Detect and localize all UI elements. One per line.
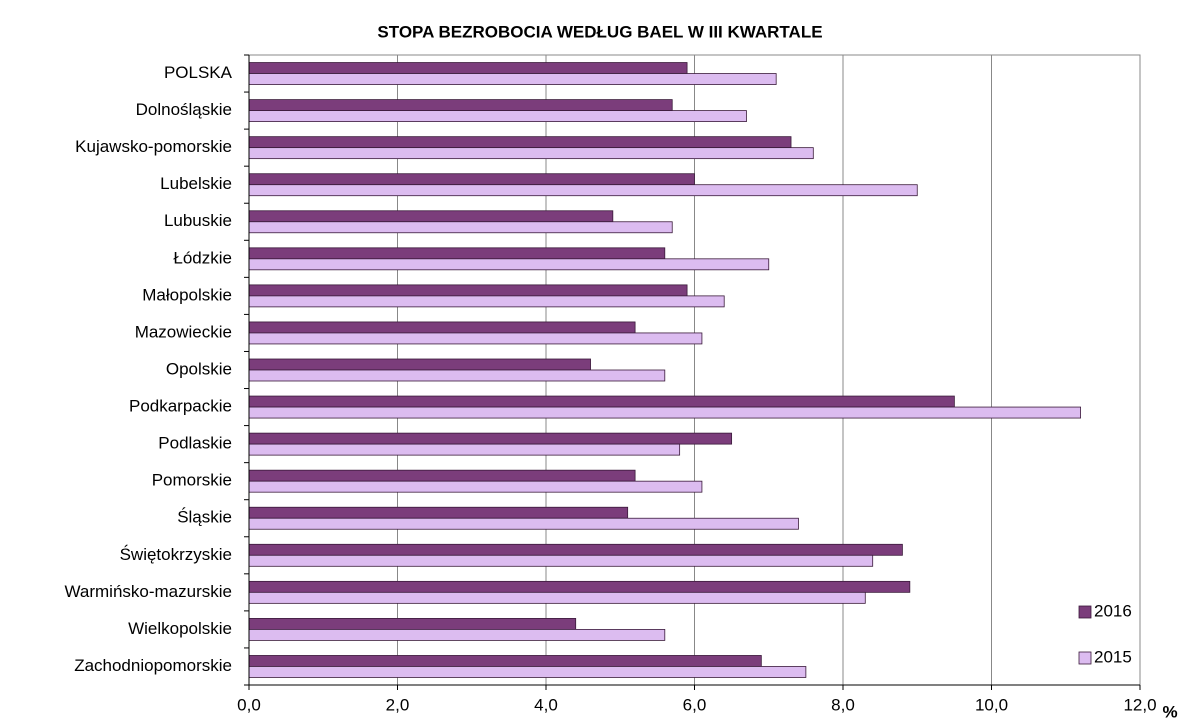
bar [248, 443, 681, 456]
y-tick-label: Zachodniopomorskie [74, 656, 232, 675]
y-tick-label: Podkarpackie [129, 397, 232, 416]
y-tick-label: Łódzkie [173, 248, 232, 267]
legend-swatch [1078, 651, 1092, 665]
bar [248, 321, 636, 334]
x-unit: % [1162, 702, 1177, 721]
y-tick-label: Śląskie [177, 508, 232, 527]
bar [248, 295, 725, 308]
bar [248, 591, 866, 604]
y-tick-label: Świętokrzyskie [120, 545, 232, 564]
bar [248, 506, 629, 519]
bar [248, 110, 747, 122]
bar [248, 629, 666, 641]
bar [248, 358, 591, 371]
x-tick-label: 2,0 [386, 695, 410, 714]
y-tick-label: Kujawsko-pomorskie [75, 137, 232, 156]
bar [248, 655, 762, 667]
bar [248, 554, 874, 567]
y-tick-label: Opolskie [166, 359, 232, 378]
bar [248, 480, 703, 493]
y-tick-label: Pomorskie [152, 471, 232, 490]
bar [248, 62, 688, 74]
bar [248, 221, 673, 234]
legend-swatch [1078, 605, 1092, 619]
y-tick-label: POLSKA [164, 63, 233, 82]
x-tick-label: 12,0 [1123, 695, 1156, 714]
bar [248, 395, 955, 408]
bar [248, 580, 911, 593]
bar [248, 136, 792, 149]
bar [248, 258, 770, 271]
bar [248, 73, 777, 85]
y-tick-label: Warmińsko-mazurskie [64, 582, 232, 601]
x-tick-label: 6,0 [683, 695, 707, 714]
bar [248, 284, 688, 297]
bar [248, 332, 703, 345]
bar [248, 543, 903, 556]
x-tick-label: 0,0 [237, 695, 261, 714]
bar [248, 406, 1081, 419]
bar [248, 184, 918, 197]
legend-label: 2016 [1094, 601, 1132, 620]
x-tick-label: 8,0 [831, 695, 855, 714]
y-tick-label: Małopolskie [142, 285, 232, 304]
y-tick-label: Wielkopolskie [128, 619, 232, 638]
y-tick-label: Lubelskie [160, 174, 232, 193]
bar [248, 173, 695, 186]
bar [248, 369, 666, 382]
bar [248, 247, 666, 260]
x-tick-label: 4,0 [534, 695, 558, 714]
chart-title: STOPA BEZROBOCIA WEDŁUG BAEL W III KWART… [377, 22, 822, 41]
x-tick-label: 10,0 [975, 695, 1008, 714]
bar [248, 210, 614, 223]
y-tick-label: Podlaskie [158, 434, 232, 453]
bar [248, 432, 733, 445]
bar [248, 666, 807, 678]
bar [248, 147, 814, 160]
bar [248, 469, 636, 482]
bar [248, 99, 673, 111]
y-tick-label: Mazowieckie [135, 322, 232, 341]
y-tick-label: Dolnośląskie [136, 100, 232, 119]
bar [248, 517, 799, 530]
y-tick-label: Lubuskie [164, 211, 232, 230]
bar [248, 618, 577, 630]
legend-label: 2015 [1094, 647, 1132, 666]
